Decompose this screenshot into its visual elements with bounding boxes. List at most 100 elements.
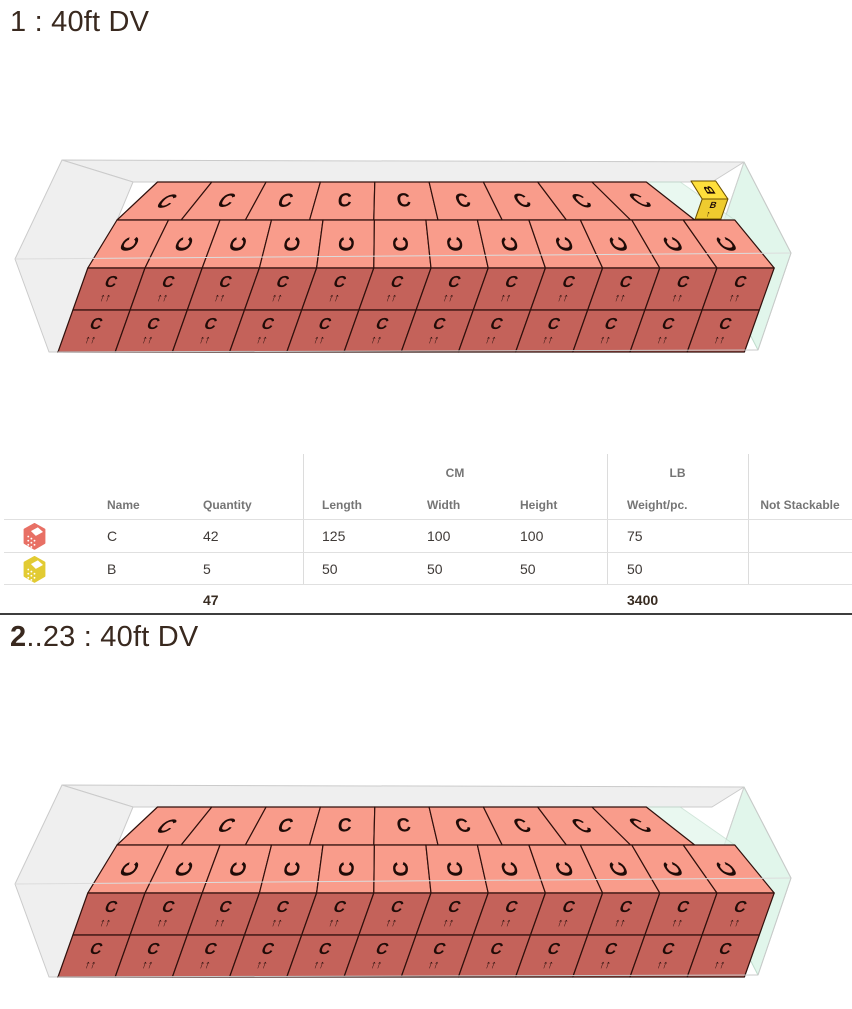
- svg-text:↑↑: ↑↑: [540, 334, 555, 346]
- cell-name: B: [107, 561, 117, 577]
- svg-text:C: C: [280, 236, 306, 251]
- svg-text:↑↑: ↑↑: [712, 334, 727, 346]
- row-separator: [4, 584, 852, 585]
- svg-text:↑↑: ↑↑: [441, 292, 456, 304]
- section-1-title: 1 : 40ft DV: [10, 6, 149, 39]
- svg-text:↑: ↑: [705, 210, 712, 219]
- cell-width: 100: [427, 528, 451, 544]
- svg-text:↑↑: ↑↑: [197, 334, 212, 346]
- column-header-length: Length: [322, 498, 362, 512]
- svg-text:↑↑: ↑↑: [669, 917, 684, 929]
- svg-text:C: C: [395, 815, 413, 837]
- svg-text:C: C: [280, 861, 306, 876]
- svg-text:↑↑: ↑↑: [254, 334, 269, 346]
- svg-text:↑↑: ↑↑: [383, 292, 398, 304]
- svg-text:↑↑: ↑↑: [483, 959, 498, 971]
- cell-length: 50: [322, 561, 338, 577]
- svg-text:↑↑: ↑↑: [555, 292, 570, 304]
- cell-weight: 50: [627, 561, 643, 577]
- svg-text:C: C: [335, 236, 359, 251]
- svg-text:C: C: [224, 236, 252, 251]
- section-2-container-type: ..23 : 40ft DV: [26, 621, 199, 653]
- svg-text:↑↑: ↑↑: [727, 292, 742, 304]
- svg-text:C: C: [443, 236, 468, 251]
- svg-text:↑↑: ↑↑: [369, 334, 384, 346]
- column-header-not-stackable: Not Stackable: [760, 498, 840, 512]
- svg-text:↑↑: ↑↑: [369, 959, 384, 971]
- svg-text:↑↑: ↑↑: [483, 334, 498, 346]
- svg-text:C: C: [496, 236, 524, 251]
- section-2-container-number: 2: [10, 621, 27, 653]
- svg-text:C: C: [169, 236, 200, 251]
- svg-text:↑↑: ↑↑: [498, 292, 513, 304]
- row-separator: [4, 552, 852, 553]
- svg-text:↑↑: ↑↑: [555, 917, 570, 929]
- svg-text:C: C: [549, 236, 579, 251]
- svg-text:↑↑: ↑↑: [269, 917, 284, 929]
- cell-width: 50: [427, 561, 443, 577]
- svg-text:↑↑: ↑↑: [83, 334, 98, 346]
- svg-text:↑↑: ↑↑: [597, 334, 612, 346]
- svg-text:↑↑: ↑↑: [655, 959, 670, 971]
- column-header-height: Height: [520, 498, 558, 512]
- svg-text:↑↑: ↑↑: [426, 334, 441, 346]
- cell-height: 100: [520, 528, 544, 544]
- svg-text:C: C: [389, 861, 413, 876]
- svg-text:C: C: [603, 236, 634, 251]
- svg-text:C: C: [114, 861, 146, 876]
- svg-text:C: C: [395, 190, 413, 212]
- svg-text:C: C: [114, 236, 146, 251]
- svg-text:C: C: [656, 236, 690, 251]
- svg-text:↑↑: ↑↑: [97, 292, 112, 304]
- column-header-width: Width: [427, 498, 461, 512]
- svg-text:↑↑: ↑↑: [155, 292, 170, 304]
- svg-text:C: C: [656, 861, 690, 876]
- svg-text:↑↑: ↑↑: [612, 292, 627, 304]
- svg-text:↑↑: ↑↑: [326, 917, 341, 929]
- svg-text:↑↑: ↑↑: [212, 917, 227, 929]
- total-weight: 3400: [627, 592, 659, 608]
- cell-weight: 75: [627, 528, 643, 544]
- container-visualization-1: BB↑C C C C C C C C CC C C C C C C C C C C CC↑↑C↑↑C↑↑C↑↑C↑↑C…: [14, 159, 792, 353]
- red-cargo-box-icon: [23, 523, 46, 550]
- svg-text:↑↑: ↑↑: [254, 959, 269, 971]
- svg-text:↑↑: ↑↑: [597, 959, 612, 971]
- total-quantity: 47: [203, 592, 219, 608]
- svg-text:↑↑: ↑↑: [140, 334, 155, 346]
- yellow-cargo-box-icon: [23, 556, 46, 583]
- svg-text:C: C: [710, 236, 745, 251]
- svg-text:↑↑: ↑↑: [311, 959, 326, 971]
- svg-text:↑↑: ↑↑: [97, 917, 112, 929]
- svg-text:↑↑: ↑↑: [155, 917, 170, 929]
- svg-text:↑↑: ↑↑: [669, 292, 684, 304]
- svg-text:B: B: [700, 186, 719, 195]
- row-separator: [4, 519, 852, 520]
- svg-text:↑↑: ↑↑: [83, 959, 98, 971]
- container-visualization-2: C C C C C C C C CC C C C C C C C C C C CC↑↑C↑↑C↑↑C↑↑C↑↑C↑↑C…: [14, 784, 792, 978]
- svg-text:↑↑: ↑↑: [212, 292, 227, 304]
- section-1-container-type: : 40ft DV: [26, 6, 150, 38]
- section-1-container-number: 1: [10, 6, 27, 38]
- svg-text:↑↑: ↑↑: [426, 959, 441, 971]
- svg-text:C: C: [335, 861, 359, 876]
- svg-text:↑↑: ↑↑: [612, 917, 627, 929]
- svg-text:C: C: [549, 861, 579, 876]
- cargo-table: CM LB Name Quantity Length Width Height …: [0, 452, 852, 615]
- svg-text:C: C: [224, 861, 252, 876]
- svg-text:↑↑: ↑↑: [540, 959, 555, 971]
- svg-text:C: C: [603, 861, 634, 876]
- svg-text:B: B: [708, 200, 718, 210]
- svg-text:C: C: [710, 861, 745, 876]
- column-header-quantity: Quantity: [203, 498, 252, 512]
- svg-text:↑↑: ↑↑: [326, 292, 341, 304]
- svg-text:C: C: [337, 190, 352, 212]
- svg-text:↑↑: ↑↑: [269, 292, 284, 304]
- svg-text:C: C: [496, 861, 524, 876]
- svg-text:↑↑: ↑↑: [311, 334, 326, 346]
- section-2-title: 2..23 : 40ft DV: [10, 621, 198, 654]
- column-header-weight: Weight/pc.: [627, 498, 688, 512]
- column-header-name: Name: [107, 498, 140, 512]
- cell-quantity: 5: [203, 561, 211, 577]
- cell-quantity: 42: [203, 528, 219, 544]
- svg-text:↑↑: ↑↑: [712, 959, 727, 971]
